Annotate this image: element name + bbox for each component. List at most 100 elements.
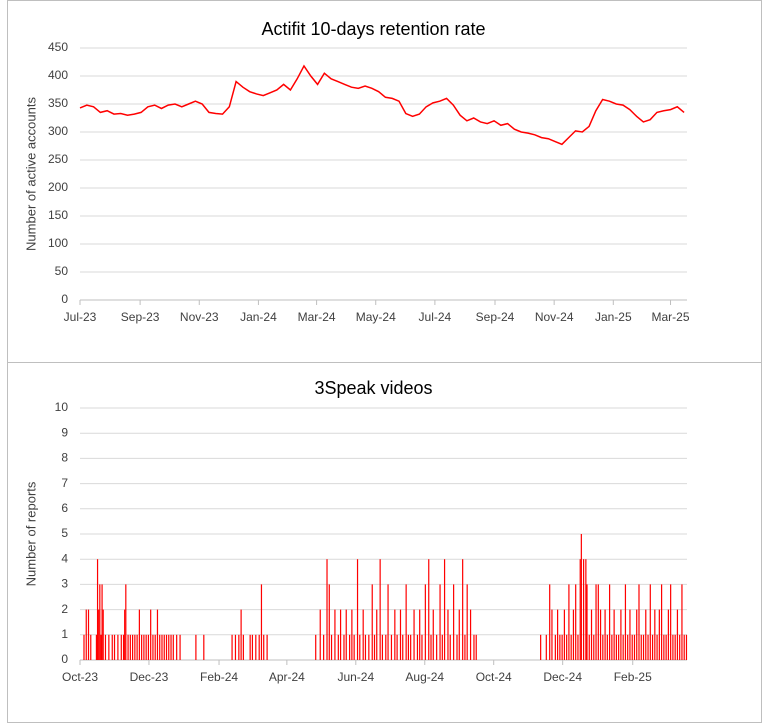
bar	[670, 584, 672, 660]
bar	[150, 609, 152, 660]
bar	[364, 634, 367, 660]
x-tick-label: Oct-24	[476, 670, 512, 684]
bar	[334, 609, 336, 660]
bar	[432, 609, 434, 660]
bar	[647, 634, 649, 660]
bar	[165, 634, 168, 660]
bar	[469, 609, 472, 660]
bar	[642, 634, 645, 660]
x-tick-label: Jan-24	[240, 310, 277, 324]
x-tick-label: Jul-24	[419, 310, 452, 324]
panel-border	[7, 0, 762, 363]
bar	[351, 609, 353, 660]
bar	[117, 634, 119, 660]
bar	[473, 634, 475, 660]
y-tick-label: 50	[55, 264, 69, 278]
bar	[251, 634, 254, 660]
bar	[624, 584, 627, 660]
y-tick-label: 8	[61, 451, 68, 465]
bar	[654, 609, 656, 660]
bar	[349, 634, 351, 660]
bar	[129, 634, 131, 660]
bar	[315, 634, 317, 660]
bar	[238, 634, 240, 660]
bar	[263, 634, 265, 660]
bar	[122, 634, 125, 660]
bar	[385, 634, 387, 660]
bar	[588, 634, 590, 660]
bar	[551, 609, 553, 660]
bar	[390, 634, 393, 660]
bar	[439, 584, 441, 660]
bar	[636, 609, 638, 660]
x-tick-label: Feb-24	[200, 670, 238, 684]
bar	[170, 634, 172, 660]
x-tick-label: Jan-25	[595, 310, 632, 324]
bar	[231, 634, 233, 660]
x-tick-label: Jun-24	[337, 670, 374, 684]
bar	[396, 634, 398, 660]
y-tick-label: 450	[48, 40, 68, 54]
bar	[381, 634, 384, 660]
x-tick-label: Mar-25	[652, 310, 690, 324]
bar	[456, 634, 458, 660]
y-tick-label: 9	[61, 425, 68, 439]
y-tick-label: 350	[48, 96, 68, 110]
bar	[633, 634, 636, 660]
bar	[575, 584, 577, 660]
bar	[99, 584, 101, 660]
bar	[554, 634, 556, 660]
bar	[368, 634, 370, 660]
bar	[661, 584, 663, 660]
bar	[95, 634, 98, 660]
y-tick-label: 0	[61, 292, 68, 306]
bar	[111, 634, 113, 660]
x-tick-label: Feb-25	[614, 670, 652, 684]
bar	[330, 634, 333, 660]
bar	[424, 584, 426, 660]
bar	[101, 584, 103, 660]
x-tick-label: Nov-23	[180, 310, 219, 324]
bar	[464, 634, 466, 660]
bar	[421, 634, 423, 660]
x-tick-label: Aug-24	[405, 670, 444, 684]
x-tick-label: Jul-23	[64, 310, 97, 324]
bar	[339, 609, 342, 660]
bar	[156, 609, 159, 660]
y-tick-label: 10	[55, 400, 69, 414]
bar	[260, 584, 263, 660]
bar	[585, 559, 587, 660]
bar	[125, 584, 127, 660]
y-tick-label: 3	[61, 577, 68, 591]
bar	[583, 559, 585, 660]
bar	[258, 634, 260, 660]
bar	[572, 609, 575, 660]
bar	[590, 609, 593, 660]
bar	[436, 634, 438, 660]
bar	[83, 634, 85, 660]
bar	[179, 634, 181, 660]
bar	[540, 634, 542, 660]
bar	[685, 634, 688, 660]
bar	[203, 634, 205, 660]
bar	[613, 609, 615, 660]
bar	[602, 634, 604, 660]
bar	[399, 609, 402, 660]
y-tick-label: 0	[61, 652, 68, 666]
bar	[580, 534, 582, 660]
bar	[359, 634, 361, 660]
panel-border	[7, 362, 762, 723]
bar	[326, 559, 328, 660]
x-tick-label: Dec-23	[130, 670, 169, 684]
bar	[679, 634, 681, 660]
bar	[104, 634, 107, 660]
x-tick-label: May-24	[356, 310, 396, 324]
y-tick-label: 200	[48, 180, 68, 194]
bar	[266, 634, 268, 660]
bar	[172, 634, 174, 660]
bar	[631, 634, 633, 660]
bar	[319, 609, 321, 660]
bar	[557, 609, 559, 660]
bar	[394, 609, 396, 660]
